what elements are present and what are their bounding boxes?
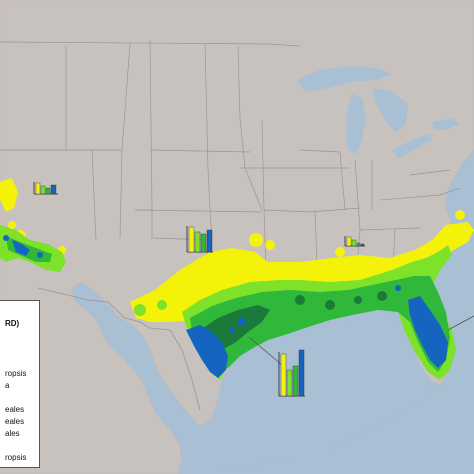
lake-michigan (346, 94, 366, 154)
bar (40, 185, 46, 195)
bar (194, 231, 201, 253)
legend-entry: eales (5, 417, 25, 426)
legend-entry: eales (5, 405, 25, 414)
lake-superior (296, 66, 392, 92)
lake-ontario (432, 118, 460, 130)
bar (45, 187, 51, 195)
legend-entry: ropsis (5, 453, 27, 462)
southwest-patches (0, 221, 66, 272)
bar (351, 239, 357, 247)
bar-chart-tennessee (344, 236, 365, 247)
bar (286, 369, 293, 397)
bar-chart-texas-north (186, 226, 213, 253)
legend-entry: a (5, 381, 10, 390)
legend: RD) ropsis a eales eales ales ropsis (0, 300, 40, 468)
bar (292, 365, 299, 397)
bar-chart-arizona (33, 182, 58, 195)
mexico-border (37, 287, 201, 411)
legend-title: RD) (5, 319, 20, 328)
bar (200, 233, 207, 253)
gulf-of-mexico (210, 316, 430, 470)
bar (298, 349, 305, 397)
bar-chart-gulf (248, 336, 305, 397)
baja-california (38, 288, 80, 378)
lake-erie (392, 134, 432, 158)
legend-entry: ales (5, 429, 20, 438)
legend-entry: ropsis (5, 369, 27, 378)
bar (360, 243, 365, 247)
lake-huron (372, 88, 408, 132)
blue-layer (186, 285, 448, 378)
florida-leader-line (447, 315, 474, 331)
bar (346, 236, 352, 247)
bar (188, 226, 195, 253)
bar (50, 184, 57, 195)
bar (280, 353, 287, 397)
bar (206, 229, 213, 253)
bar (35, 182, 41, 195)
bar (356, 242, 361, 247)
